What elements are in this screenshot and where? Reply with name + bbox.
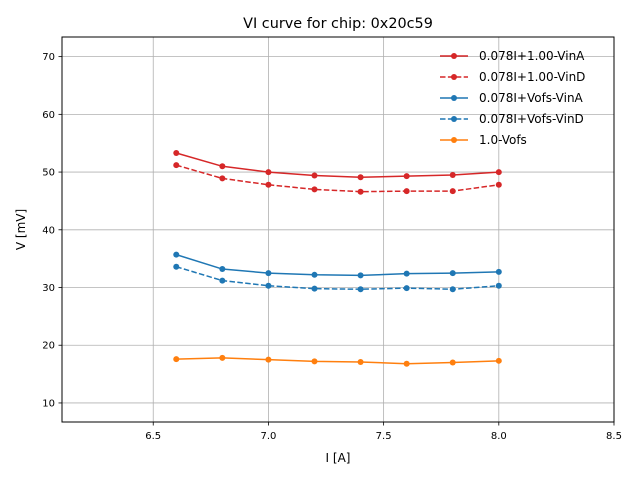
data-point xyxy=(357,286,364,293)
data-point xyxy=(311,271,318,278)
series-line xyxy=(176,266,499,290)
x-axis-label: I [A] xyxy=(326,451,351,465)
data-point xyxy=(495,268,502,275)
y-axis: 10 20 30 40 50 60 70 xyxy=(42,52,62,409)
data-point xyxy=(265,356,272,363)
data-point xyxy=(357,272,364,279)
x-tick-label: 8.0 xyxy=(491,431,507,442)
data-point xyxy=(311,358,318,365)
y-tick-label: 10 xyxy=(42,398,55,409)
data-point xyxy=(173,150,180,157)
data-point xyxy=(173,162,180,169)
data-point xyxy=(449,171,456,178)
y-tick-label: 40 xyxy=(42,225,55,236)
data-point xyxy=(219,163,226,170)
data-point xyxy=(219,175,226,182)
data-point xyxy=(311,186,318,193)
chart-title: VI curve for chip: 0x20c59 xyxy=(243,16,433,32)
legend-label: 0.078I+Vofs-VinD xyxy=(479,112,584,126)
legend: 0.078I+1.00-VinA 0.078I+1.00-VinD 0.078I+V… xyxy=(440,49,585,147)
data-point xyxy=(449,359,456,366)
y-tick-label: 20 xyxy=(42,341,55,352)
x-tick-label: 8.5 xyxy=(606,431,622,442)
data-point xyxy=(403,285,410,292)
data-point xyxy=(495,181,502,188)
data-point xyxy=(173,356,180,363)
data-point xyxy=(311,285,318,292)
legend-marker xyxy=(451,53,457,59)
legend-marker xyxy=(451,95,457,101)
data-point xyxy=(403,173,410,180)
series-group xyxy=(173,150,502,367)
y-tick-label: 70 xyxy=(42,52,55,63)
data-point xyxy=(219,277,226,284)
series-line xyxy=(176,253,499,277)
y-tick-label: 60 xyxy=(42,110,55,121)
x-tick-label: 7.5 xyxy=(376,431,392,442)
data-point xyxy=(403,360,410,367)
legend-label: 1.0-Vofs xyxy=(479,133,527,147)
data-point xyxy=(403,188,410,195)
legend-label: 0.078I+Vofs-VinA xyxy=(479,91,584,105)
data-point xyxy=(311,172,318,179)
legend-entry: 1.0-Vofs xyxy=(440,133,527,147)
data-point xyxy=(265,169,272,176)
grid xyxy=(62,37,615,422)
series-line xyxy=(176,152,499,179)
data-point xyxy=(219,354,226,361)
data-point xyxy=(265,282,272,289)
legend-label: 0.078I+1.00-VinD xyxy=(479,70,585,84)
series-1 xyxy=(173,162,502,195)
data-point xyxy=(495,169,502,176)
data-point xyxy=(219,266,226,273)
x-tick-label: 6.5 xyxy=(145,431,161,442)
y-tick-label: 30 xyxy=(42,283,55,294)
data-point xyxy=(357,358,364,365)
data-point xyxy=(357,174,364,181)
data-point xyxy=(357,188,364,195)
data-point xyxy=(403,270,410,277)
series-4 xyxy=(173,354,502,367)
series-0 xyxy=(173,150,502,181)
x-tick-label: 7.0 xyxy=(260,431,276,442)
legend-entry: 0.078I+Vofs-VinA xyxy=(440,91,584,105)
x-axis: 6.5 7.0 7.5 8.0 8.5 xyxy=(145,422,622,442)
data-point xyxy=(449,270,456,277)
data-point xyxy=(173,251,180,258)
legend-marker xyxy=(451,74,457,80)
legend-label: 0.078I+1.00-VinA xyxy=(479,49,585,63)
data-point xyxy=(173,263,180,270)
data-point xyxy=(495,282,502,289)
legend-entry: 0.078I+1.00-VinD xyxy=(440,70,585,84)
data-point xyxy=(265,270,272,277)
data-point xyxy=(449,188,456,195)
series-line xyxy=(176,164,499,193)
series-2 xyxy=(173,251,502,279)
series-line xyxy=(176,357,499,365)
legend-entry: 0.078I+1.00-VinA xyxy=(440,49,585,63)
legend-marker xyxy=(451,137,457,143)
data-point xyxy=(495,357,502,364)
data-point xyxy=(449,286,456,293)
y-tick-label: 50 xyxy=(42,168,55,179)
data-point xyxy=(265,181,272,188)
legend-entry: 0.078I+Vofs-VinD xyxy=(440,112,584,126)
y-axis-label: V [mV] xyxy=(14,209,28,250)
series-3 xyxy=(173,263,502,293)
legend-marker xyxy=(451,116,457,122)
